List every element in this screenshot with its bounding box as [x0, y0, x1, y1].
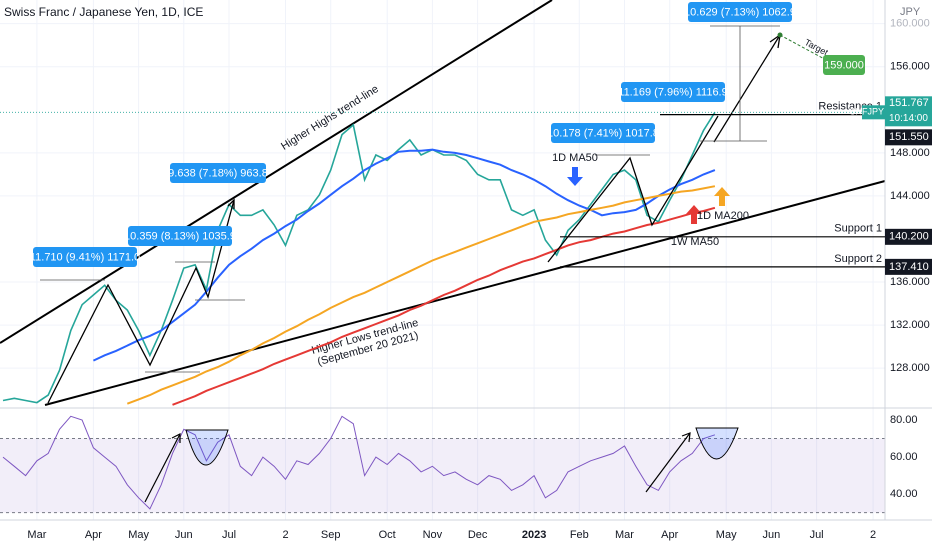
target-value: 159.000 — [824, 59, 864, 71]
measure-lines — [40, 25, 780, 373]
projection-box-bg — [33, 247, 137, 267]
arrow-head — [681, 432, 691, 443]
x-tick-label: Apr — [661, 529, 678, 541]
rsi-band — [0, 438, 885, 514]
arrow-up — [714, 187, 730, 206]
target-box — [823, 55, 865, 75]
x-tick-label: Sep — [321, 529, 341, 541]
ma-line — [92, 148, 716, 362]
y-tick-label: 160.000 — [890, 18, 930, 30]
level-tag — [885, 129, 932, 146]
price-line — [2, 111, 716, 404]
ma-label: 1W MA50 — [671, 236, 719, 248]
x-tick-label: 2 — [282, 529, 288, 541]
projection-box: 11.710 (9.41%) 1171.0 — [30, 247, 140, 267]
projection-arrow — [713, 34, 781, 143]
ma-label: 1D MA200 — [697, 210, 749, 222]
y-tick-label: 40.00 — [890, 488, 918, 500]
level-name: Support 1 — [834, 223, 882, 235]
rsi-arrow — [645, 432, 691, 493]
projection-box-bg — [128, 226, 232, 246]
x-tick-label: May — [128, 529, 149, 541]
projection-label: 11.169 (7.96%) 1116.9 — [618, 86, 727, 98]
unit-label: JPY — [900, 6, 921, 18]
ma-line — [172, 206, 716, 406]
last-price-label: 151.767 — [889, 97, 929, 109]
projection-label: 9.638 (7.18%) 963.8 — [168, 167, 268, 179]
projection-box-bg — [688, 2, 792, 22]
x-tick-label: Feb — [570, 529, 589, 541]
projection-box: 10.359 (8.13%) 1035.9 — [124, 226, 236, 246]
arrow-up — [686, 205, 702, 224]
arrow-head — [171, 433, 181, 443]
x-tick-label: Nov — [423, 529, 443, 541]
projection-box: 9.638 (7.18%) 963.8 — [168, 163, 268, 183]
zigzag — [47, 199, 235, 404]
x-tick-label: Jul — [810, 529, 824, 541]
x-tick-label: Dec — [468, 529, 488, 541]
level-name: Support 2 — [834, 253, 882, 265]
x-tick-label: 2 — [870, 529, 876, 541]
rsi-cup — [185, 429, 229, 466]
x-tick-label: Mar — [27, 529, 46, 541]
projection-box-bg — [621, 82, 725, 102]
trend-line — [44, 180, 886, 406]
projection-label: 10.629 (7.13%) 1062.9 — [684, 6, 796, 18]
projection-box-bg — [170, 163, 266, 183]
rsi-band-fill — [0, 438, 885, 513]
grid — [0, 0, 885, 520]
projection-label: 10.359 (8.13%) 1035.9 — [124, 230, 236, 242]
level-tag-label: 140.200 — [889, 231, 929, 243]
rsi-arrow — [144, 433, 181, 503]
projection-label: 10.178 (7.41%) 1017.8 — [547, 127, 659, 139]
y-tick-label: 128.000 — [890, 362, 930, 374]
symbol-tag — [862, 105, 885, 120]
projection-box: 10.629 (7.13%) 1062.9 — [684, 2, 796, 22]
ma-line — [126, 185, 716, 405]
y-tick-label: 80.00 — [890, 414, 918, 426]
x-tick-label: Oct — [379, 529, 396, 541]
last-price-tag — [885, 96, 932, 127]
y-tick-label: 156.000 — [890, 61, 930, 73]
ma-label: 1D MA50 — [552, 152, 598, 164]
y-tick-label: 136.000 — [890, 276, 930, 288]
level-tag-label: 151.550 — [889, 131, 929, 143]
y-tick-label: 60.00 — [890, 451, 918, 463]
rsi-line — [2, 415, 716, 510]
trend-line — [0, 0, 553, 344]
y-tick-label: 132.000 — [890, 319, 930, 331]
x-tick-label: Jun — [763, 529, 781, 541]
projection-box: 11.169 (7.96%) 1116.9 — [618, 82, 728, 102]
projection-label: 11.710 (9.41%) 1171.0 — [30, 251, 140, 263]
arrow-head — [227, 198, 235, 209]
x-tick-label: Jun — [175, 529, 193, 541]
symbol-label: CHFJPY — [849, 107, 884, 117]
target-dot — [777, 32, 783, 38]
x-tick-label: Mar — [615, 529, 634, 541]
chart-title: Swiss Franc / Japanese Yen, 1D, ICE — [4, 5, 203, 19]
y-tick-label: 144.000 — [890, 190, 930, 202]
series — [2, 111, 716, 510]
x-tick-label: 2023 — [522, 529, 546, 541]
y-tick-label: 148.000 — [890, 147, 930, 159]
x-tick-label: Apr — [85, 529, 102, 541]
x-tick-label: May — [716, 529, 737, 541]
level-tag-label: 137.410 — [889, 261, 929, 273]
projection-box: 10.178 (7.41%) 1017.8 — [547, 123, 659, 143]
target-line — [779, 34, 831, 63]
arrow-down — [567, 167, 583, 186]
level-tag — [885, 258, 932, 275]
countdown-label: 10:14:00 — [889, 113, 928, 124]
level-tag — [885, 228, 932, 245]
projection-box-bg — [551, 123, 655, 143]
zigzag — [547, 115, 719, 263]
x-tick-label: Jul — [222, 529, 236, 541]
rsi-cup — [695, 427, 739, 460]
